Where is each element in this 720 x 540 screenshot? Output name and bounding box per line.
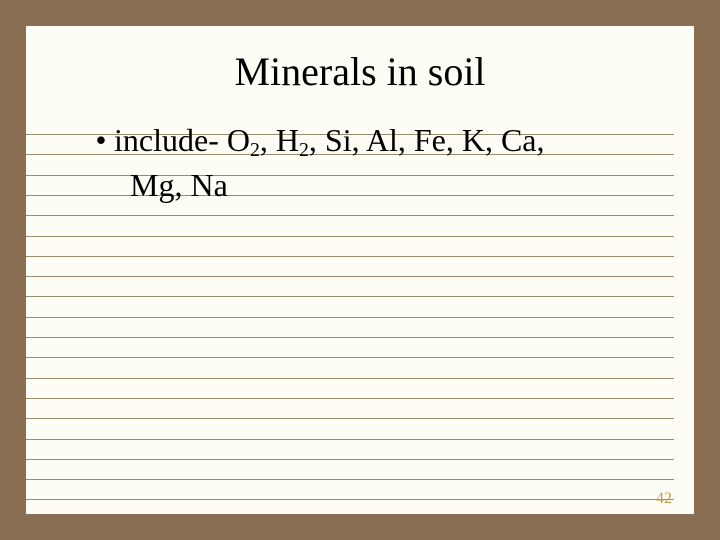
ruled-line <box>26 296 674 297</box>
ruled-line <box>26 236 674 237</box>
ruled-line <box>26 479 674 480</box>
ruled-line <box>26 398 674 399</box>
ruled-line <box>26 317 674 318</box>
ruled-line <box>26 215 674 216</box>
ruled-line <box>26 499 674 500</box>
ruled-line <box>26 357 674 358</box>
bullet-marker: • <box>88 120 114 160</box>
bullet-line-2: Mg, Na <box>114 167 228 203</box>
ruled-line <box>26 439 674 440</box>
ruled-line <box>26 337 674 338</box>
ruled-line <box>26 276 674 277</box>
bullet-item: • include- O2, H2, Si, Al, Fe, K, Ca, Mg… <box>88 120 544 205</box>
page-number: 42 <box>656 490 672 508</box>
ruled-line <box>26 459 674 460</box>
slide-title: Minerals in soil <box>26 48 694 95</box>
ruled-line <box>26 418 674 419</box>
paper-area: Minerals in soil • include- O2, H2, Si, … <box>26 26 694 514</box>
bullet-text: include- O2, H2, Si, Al, Fe, K, Ca, Mg, … <box>114 120 544 205</box>
slide-frame: Minerals in soil • include- O2, H2, Si, … <box>0 0 720 540</box>
ruled-line <box>26 256 674 257</box>
ruled-line <box>26 378 674 379</box>
bullet-line-1: include- O2, H2, Si, Al, Fe, K, Ca, <box>114 122 544 158</box>
